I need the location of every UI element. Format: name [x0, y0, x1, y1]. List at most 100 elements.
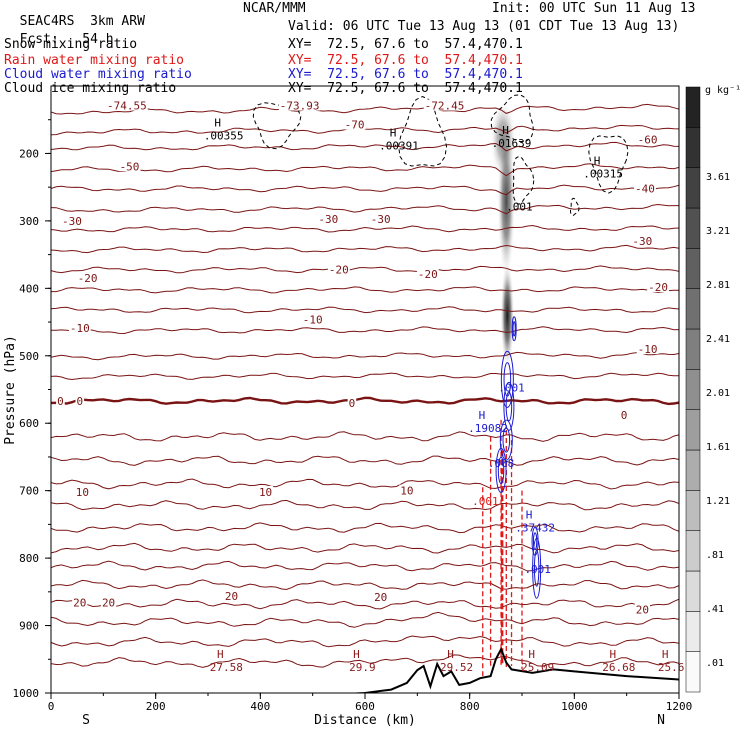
colorbar-bin — [685, 288, 701, 330]
contour-label-bg — [399, 484, 415, 496]
cloud-ice-contours — [252, 94, 629, 216]
project-name: SEAC4RS — [19, 14, 75, 29]
contour-label: -70 — [345, 118, 365, 131]
max-marker-letter: H — [214, 117, 221, 130]
colorbar-bin — [685, 207, 701, 249]
isotherm-line — [51, 396, 679, 406]
y-tick-label: 900 — [19, 620, 39, 633]
contour-label-bg — [100, 596, 117, 608]
contour-value-label: .001 — [472, 495, 499, 508]
cloud-water-contour — [502, 427, 511, 453]
max-marker-value: .00355 — [204, 130, 244, 143]
colorbar-bin — [685, 127, 701, 168]
isotherm-line — [51, 635, 679, 648]
contour-label: 20 — [102, 597, 115, 610]
max-marker-value: 25.09 — [521, 661, 554, 674]
isotherm-line — [51, 611, 679, 628]
max-marker-letter: H — [353, 648, 360, 661]
contour-label-bg — [347, 396, 357, 408]
contour-label: -73.93 — [280, 100, 320, 113]
isotherm-line — [51, 306, 679, 314]
contour-label: -60 — [638, 133, 658, 146]
colorbar-bin — [685, 86, 701, 128]
isotherm-line — [51, 286, 679, 294]
isotherm-line — [51, 351, 679, 361]
x-tick-label: 1200 — [666, 700, 693, 713]
max-marker-letter: H — [447, 648, 454, 661]
contour-label: -20 — [418, 268, 438, 281]
contour-label: -30 — [632, 235, 652, 248]
legend-rain-name: Rain water mixing ratio — [4, 53, 185, 68]
cloud-water-contour — [532, 532, 538, 551]
contour-label-bg — [74, 486, 90, 498]
y-tick-label: 300 — [19, 215, 39, 228]
contour-label: 10 — [400, 485, 413, 498]
terrain-line — [345, 646, 679, 693]
isotherm-line — [51, 244, 679, 254]
snow-anvil — [490, 99, 517, 180]
contour-label-bg — [75, 394, 85, 406]
cloud-water-contour — [500, 350, 514, 408]
contour-label-bg — [278, 99, 321, 111]
contour-label: -20 — [329, 263, 349, 276]
contour-label: -10 — [70, 322, 90, 335]
colorbar-label: 2.01 — [706, 388, 730, 399]
contour-label: -50 — [120, 160, 140, 173]
contour-label: 0 — [349, 397, 356, 410]
max-marker-letter: H — [390, 127, 397, 140]
isotherm-line — [51, 372, 679, 381]
model-name: 3km ARW — [90, 14, 145, 29]
isotherm-line — [51, 224, 679, 233]
colorbar-label: 2.41 — [706, 334, 730, 345]
cloud-water-contours — [495, 316, 542, 599]
max-marker-value: .00391 — [379, 140, 419, 153]
max-marker-value: 26.68 — [602, 661, 635, 674]
colorbar-label: 1.61 — [706, 442, 730, 453]
colorbar: g kg⁻¹ .01 .41 .81 1.21 1.61 2.01 2.41 2.81 3.21 3… — [685, 85, 740, 693]
isotherm-line — [51, 579, 679, 591]
legend-rain-xy: XY= 72.5, 67.6 to 57.4,470.1 — [288, 53, 523, 68]
cloud-water-contour — [531, 526, 539, 556]
isotherm-line — [51, 203, 679, 215]
max-marker-letter: H — [662, 648, 669, 661]
rain-water-contours — [482, 419, 523, 677]
header-init: Init: 00 UTC Sun 11 Aug 13 — [492, 1, 696, 16]
contour-label-bg — [61, 214, 83, 226]
cloud-ice-blob — [512, 155, 535, 205]
max-marker-value: 25.6 — [658, 661, 685, 674]
cloud-water-contour — [499, 419, 513, 461]
contour-label-bg — [327, 263, 350, 275]
legend-snow-name: Snow mixing ratio — [4, 37, 138, 52]
terrain-profile — [345, 646, 679, 693]
colorbar-bin — [685, 611, 701, 652]
max-marker-value: 29.52 — [440, 661, 473, 674]
max-marker-value: .19082 — [468, 422, 508, 435]
x-tick-label: 0 — [48, 700, 55, 713]
right-endpoint-label: N — [657, 713, 665, 728]
isotherm-line — [51, 141, 679, 152]
cloud-water-contour — [512, 321, 516, 337]
max-marker-letter: H — [217, 648, 224, 661]
isotherm-line — [51, 478, 679, 490]
isotherm-line — [51, 542, 679, 554]
cloud-water-contour — [495, 447, 507, 493]
left-endpoint-label: S — [82, 713, 90, 728]
contour-label-bg — [72, 596, 88, 608]
contour-label: 10 — [259, 486, 272, 499]
max-marker-letter: H — [502, 124, 509, 137]
contour-label: 20 — [225, 590, 238, 603]
contour-label: -40 — [635, 183, 655, 196]
max-marker-letter: H — [594, 154, 601, 167]
cloud-ice-blob — [490, 94, 534, 142]
contour-label: 10 — [76, 486, 89, 499]
max-marker-value: 27.58 — [210, 661, 243, 674]
colorbar-label: .01 — [706, 658, 724, 669]
max-marker-letter: H — [610, 648, 617, 661]
isotherm-line — [51, 455, 679, 466]
contour-label: 20 — [73, 597, 86, 610]
contour-label: -30 — [371, 213, 391, 226]
cloud-water-contour — [497, 456, 505, 485]
contour-value-label: .001 — [524, 563, 551, 576]
contour-label: -72.45 — [425, 100, 465, 113]
isotherm-line — [51, 522, 679, 534]
